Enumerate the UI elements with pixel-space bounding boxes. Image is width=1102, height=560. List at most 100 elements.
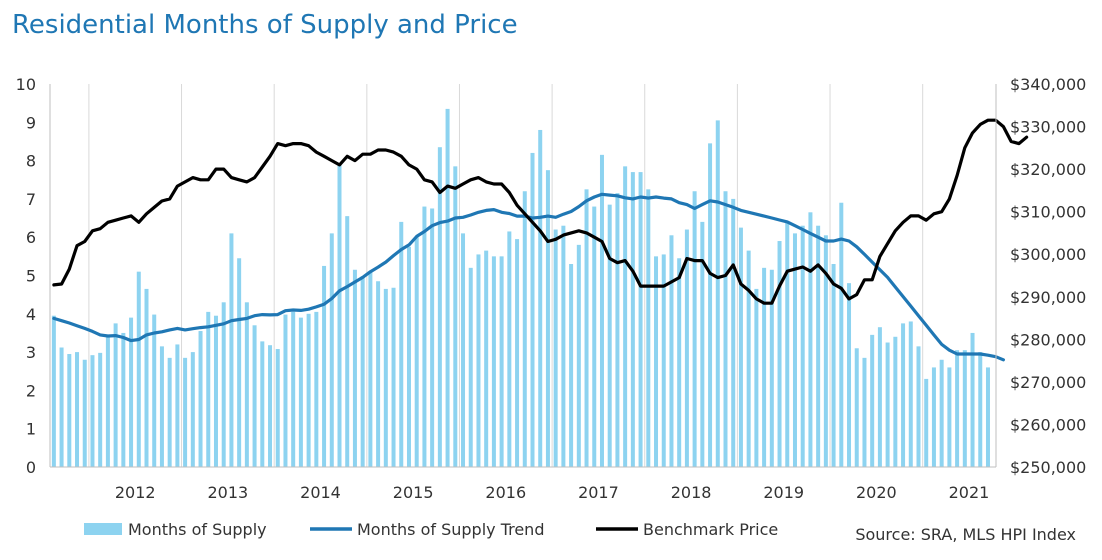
supply-bar bbox=[399, 221, 404, 467]
source-note: Source: SRA, MLS HPI Index bbox=[855, 525, 1076, 544]
supply-bar bbox=[136, 271, 141, 467]
supply-bar bbox=[376, 281, 381, 467]
supply-bar bbox=[213, 315, 218, 467]
supply-bar bbox=[445, 108, 450, 468]
supply-bar bbox=[561, 225, 566, 467]
y-right-tick-label: $310,000 bbox=[1010, 203, 1086, 222]
supply-bar bbox=[383, 288, 388, 467]
supply-bar bbox=[831, 264, 836, 467]
supply-bar bbox=[260, 341, 265, 467]
supply-bar bbox=[839, 202, 844, 468]
supply-bar bbox=[98, 352, 103, 467]
supply-bar bbox=[569, 264, 574, 467]
supply-bar bbox=[947, 367, 952, 467]
legend-label-bars: Months of Supply bbox=[128, 520, 267, 539]
supply-bar bbox=[553, 229, 558, 467]
supply-bar bbox=[306, 313, 311, 467]
supply-bar bbox=[623, 166, 628, 467]
supply-bar bbox=[669, 235, 674, 467]
supply-bar bbox=[916, 346, 921, 467]
y-left-tick-label: 0 bbox=[26, 458, 36, 477]
x-tick-label: 2019 bbox=[763, 483, 804, 502]
supply-bar bbox=[190, 352, 195, 467]
supply-bar bbox=[769, 269, 774, 467]
supply-bar bbox=[144, 288, 149, 467]
supply-bar bbox=[82, 359, 87, 467]
supply-bar bbox=[453, 166, 458, 467]
supply-bar bbox=[244, 302, 249, 467]
legend-swatch-bars bbox=[84, 523, 122, 535]
x-tick-label: 2017 bbox=[578, 483, 619, 502]
supply-bar bbox=[970, 332, 975, 467]
y-left-tick-label: 5 bbox=[26, 267, 36, 286]
supply-bar bbox=[762, 267, 767, 467]
supply-bar bbox=[808, 212, 813, 467]
supply-bar bbox=[283, 314, 288, 467]
supply-bar bbox=[422, 206, 427, 467]
y-left-tick-label: 10 bbox=[16, 75, 36, 94]
supply-bar bbox=[854, 348, 859, 467]
supply-bar bbox=[522, 191, 527, 468]
supply-bar bbox=[738, 227, 743, 467]
supply-bar bbox=[630, 172, 635, 467]
supply-bar bbox=[530, 152, 535, 467]
supply-bar bbox=[167, 357, 172, 467]
supply-bar bbox=[113, 323, 118, 467]
supply-bar bbox=[368, 271, 373, 467]
supply-bar bbox=[823, 235, 828, 467]
supply-bar bbox=[885, 342, 890, 467]
benchmark-price-line bbox=[52, 118, 1029, 305]
supply-bar bbox=[183, 357, 188, 467]
supply-bar bbox=[129, 317, 134, 467]
supply-bar bbox=[51, 315, 56, 467]
supply-bar bbox=[329, 233, 334, 467]
supply-bar bbox=[708, 143, 713, 468]
supply-bar bbox=[592, 206, 597, 467]
supply-bar bbox=[893, 336, 898, 467]
supply-bar bbox=[352, 269, 357, 467]
y-left-tick-label: 6 bbox=[26, 228, 36, 247]
supply-bar bbox=[430, 208, 435, 467]
supply-bar bbox=[221, 302, 226, 467]
supply-bar bbox=[615, 193, 620, 467]
supply-bar bbox=[576, 244, 581, 467]
supply-bar bbox=[507, 231, 512, 467]
supply-bar bbox=[461, 233, 466, 467]
supply-bar bbox=[468, 267, 473, 467]
y-left-tick-label: 7 bbox=[26, 190, 36, 209]
supply-bar bbox=[491, 256, 496, 467]
supply-bar bbox=[746, 250, 751, 467]
y-right-tick-label: $320,000 bbox=[1010, 160, 1086, 179]
supply-bar bbox=[515, 239, 520, 467]
supply-bar bbox=[692, 191, 697, 468]
y-right-tick-label: $290,000 bbox=[1010, 288, 1086, 307]
supply-bar bbox=[723, 191, 728, 468]
x-tick-label: 2020 bbox=[856, 483, 897, 502]
supply-bar bbox=[314, 311, 319, 467]
supply-bar bbox=[677, 258, 682, 467]
x-tick-label: 2015 bbox=[393, 483, 434, 502]
supply-bar bbox=[924, 378, 929, 467]
supply-bar bbox=[337, 164, 342, 467]
supply-bar bbox=[406, 246, 411, 467]
supply-bar bbox=[731, 198, 736, 467]
supply-bar bbox=[291, 311, 296, 467]
supply-bar bbox=[955, 350, 960, 467]
supply-bar bbox=[754, 288, 759, 467]
chart-title: Residential Months of Supply and Price bbox=[12, 10, 518, 40]
supply-bar bbox=[152, 314, 157, 467]
x-tick-label: 2021 bbox=[949, 483, 990, 502]
y-right-tick-label: $280,000 bbox=[1010, 330, 1086, 349]
supply-bar bbox=[792, 233, 797, 467]
supply-bar bbox=[661, 254, 666, 467]
supply-bar bbox=[360, 276, 365, 467]
supply-bar bbox=[206, 311, 211, 467]
supply-bar bbox=[237, 258, 242, 467]
supply-bar bbox=[931, 367, 936, 467]
supply-bar bbox=[538, 129, 543, 467]
supply-bar bbox=[684, 229, 689, 467]
x-tick-label: 2013 bbox=[208, 483, 249, 502]
y-right-tick-label: $330,000 bbox=[1010, 118, 1086, 137]
supply-bar bbox=[607, 204, 612, 467]
